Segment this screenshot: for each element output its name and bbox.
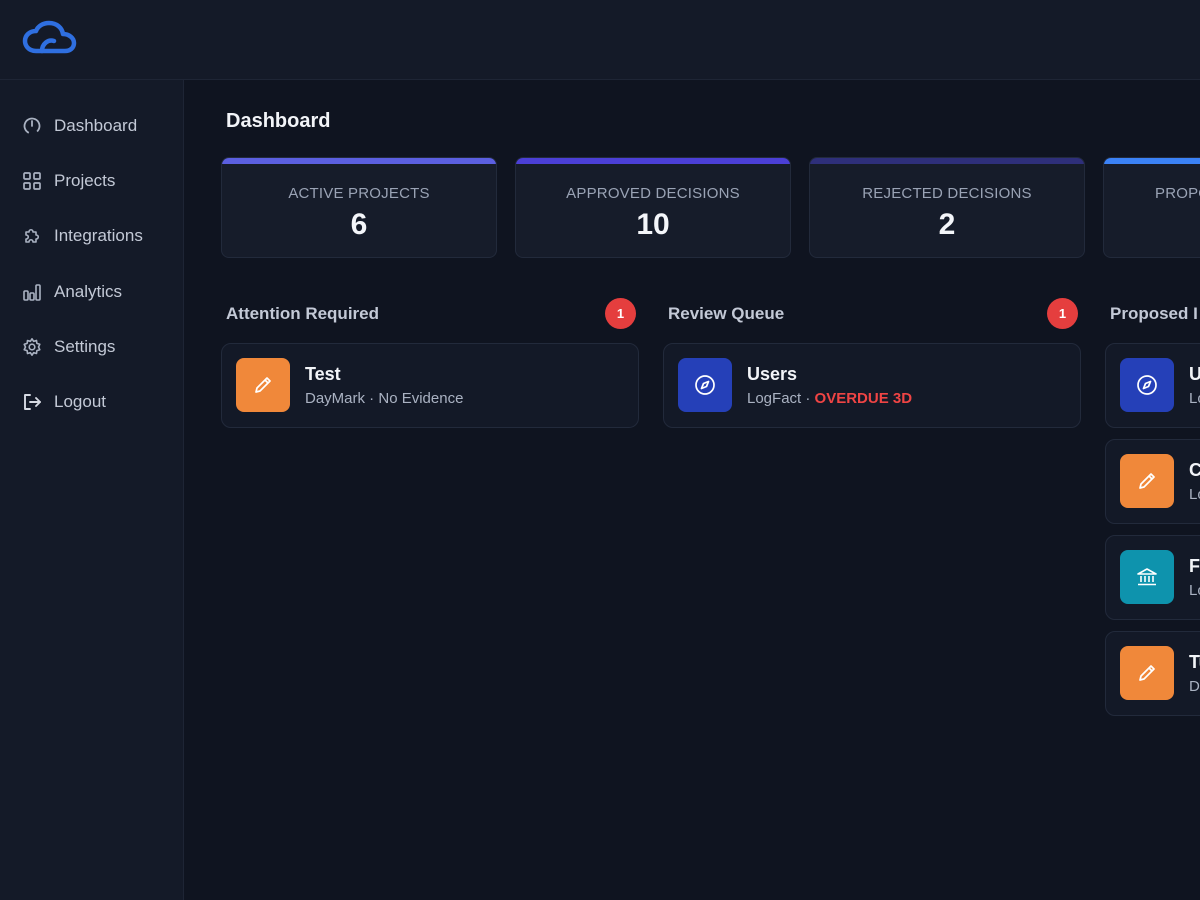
stat-card-approved-decisions[interactable]: APPROVED DECISIONS 10 <box>515 157 791 258</box>
sidebar-item-dashboard[interactable]: Dashboard <box>22 113 172 139</box>
card-project: LogFact <box>747 390 802 407</box>
card-title: Users <box>747 364 798 384</box>
stat-card-active-projects[interactable]: ACTIVE PROJECTS 6 <box>221 157 497 258</box>
pencil-icon <box>236 358 290 412</box>
attention-item-test[interactable]: Test DayMark · No Evidence <box>221 343 639 428</box>
sidebar-item-settings[interactable]: Settings <box>22 334 172 360</box>
pencil-icon <box>1120 646 1174 700</box>
proposed-item[interactable]: Tu D <box>1105 631 1200 716</box>
stat-label: APPROVED DECISIONS <box>566 185 740 202</box>
card-subtitle: DayMark · No Evidence <box>305 390 463 407</box>
pencil-icon <box>1120 454 1174 508</box>
attention-count-badge: 1 <box>605 298 636 329</box>
sidebar-item-label: Settings <box>54 337 116 356</box>
bank-icon <box>1120 550 1174 604</box>
stat-card-proposed[interactable]: PROPO <box>1103 157 1200 258</box>
review-count-badge: 1 <box>1047 298 1078 329</box>
gauge-icon <box>22 116 42 136</box>
stat-value: 2 <box>938 208 956 241</box>
sidebar-item-projects[interactable]: Projects <box>22 168 172 194</box>
bar-chart-icon <box>22 282 42 302</box>
sidebar-item-integrations[interactable]: Integrations <box>22 223 172 249</box>
sidebar: Dashboard Projects Integrations Analytic… <box>0 80 184 900</box>
card-subtitle: D <box>1189 678 1200 695</box>
sidebar-item-label: Integrations <box>54 226 143 245</box>
sidebar-item-label: Analytics <box>54 282 123 301</box>
cloud-logo-icon[interactable] <box>22 20 78 56</box>
proposed-item[interactable]: C Lo <box>1105 439 1200 524</box>
review-queue-title: Review Queue <box>668 304 785 323</box>
stat-accent-bar <box>1104 158 1200 164</box>
card-title: Fi <box>1189 556 1200 576</box>
card-separator: · <box>365 390 379 407</box>
stat-value: 10 <box>636 208 670 241</box>
logout-icon <box>22 392 42 412</box>
stat-label: PROPO <box>1155 185 1200 202</box>
stat-card-rejected-decisions[interactable]: REJECTED DECISIONS 2 <box>809 157 1085 258</box>
proposed-item[interactable]: Fi Lo <box>1105 535 1200 620</box>
card-separator: · <box>801 390 815 407</box>
stat-label: ACTIVE PROJECTS <box>288 185 430 202</box>
card-project: DayMark <box>305 390 366 407</box>
puzzle-icon <box>22 226 42 246</box>
page-title: Dashboard <box>226 110 331 132</box>
review-item-users[interactable]: Users LogFact · OVERDUE 3D <box>663 343 1081 428</box>
stat-label: REJECTED DECISIONS <box>862 185 1032 202</box>
stat-value: 6 <box>350 208 368 241</box>
compass-icon <box>1120 358 1174 412</box>
card-status: No Evidence <box>378 390 464 407</box>
stat-accent-bar <box>810 158 1084 164</box>
compass-icon <box>678 358 732 412</box>
card-title: U <box>1189 364 1200 384</box>
overdue-status: OVERDUE 3D <box>814 390 913 407</box>
card-subtitle: Lo <box>1189 582 1200 599</box>
card-subtitle: Lo <box>1189 486 1200 503</box>
card-title: Tu <box>1189 652 1200 672</box>
proposed-title: Proposed I <box>1110 304 1198 323</box>
stat-accent-bar <box>222 158 496 164</box>
card-title: C <box>1189 460 1200 480</box>
main-content: Dashboard ACTIVE PROJECTS 6 APPROVED DEC… <box>185 80 1200 900</box>
sidebar-item-label: Projects <box>54 171 116 190</box>
sidebar-item-analytics[interactable]: Analytics <box>22 279 172 305</box>
card-title: Test <box>305 364 341 384</box>
attention-required-title: Attention Required <box>226 304 379 323</box>
card-subtitle: LogFact · OVERDUE 3D <box>747 390 912 407</box>
card-subtitle: Lo <box>1189 390 1200 407</box>
stat-accent-bar <box>516 158 790 164</box>
proposed-item[interactable]: U Lo <box>1105 343 1200 428</box>
grid-icon <box>22 171 42 191</box>
sidebar-item-label: Dashboard <box>54 116 138 135</box>
sidebar-item-logout[interactable]: Logout <box>22 389 172 415</box>
top-bar <box>0 0 1200 80</box>
sidebar-item-label: Logout <box>54 392 106 411</box>
gear-icon <box>22 337 42 357</box>
